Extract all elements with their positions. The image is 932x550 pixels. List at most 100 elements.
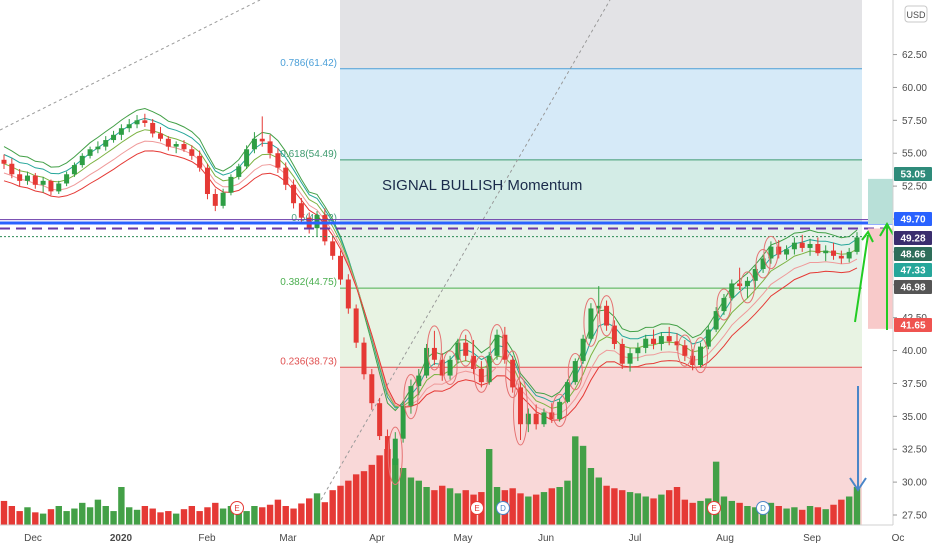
candle-body [95, 146, 101, 150]
price-tick-label: 62.50 [902, 50, 927, 61]
candle-body [791, 242, 797, 250]
candle-body [424, 347, 430, 376]
price-tick-label: 60.00 [902, 83, 927, 94]
volume-bar [0, 500, 8, 525]
volume-bar [485, 449, 493, 525]
volume-bar [86, 507, 94, 525]
volume-bar [126, 507, 133, 525]
price-tick-label: 40.00 [902, 346, 927, 357]
candle-body [807, 243, 813, 248]
candle-body [752, 268, 758, 281]
candle-body [541, 412, 547, 425]
candle-body [150, 122, 156, 134]
time-tick-label: Dec [24, 533, 42, 544]
volume-bar [822, 509, 829, 525]
volume-bar [548, 488, 555, 525]
price-tag-label: 49.28 [900, 234, 925, 245]
time-tick-label: Aug [716, 533, 734, 544]
volume-bar [853, 487, 861, 525]
price-tag-label: 48.66 [900, 250, 925, 261]
candle-body [666, 336, 672, 342]
volume-bar [212, 502, 219, 525]
candle-body [604, 305, 610, 326]
highlight-circle [739, 271, 755, 304]
time-tick-label: Mar [279, 533, 297, 544]
volume-bar [697, 500, 704, 525]
volume-bar [180, 509, 188, 525]
highlight-circle [677, 334, 693, 367]
highlight-circles [387, 235, 779, 485]
price-tag-box [894, 212, 932, 226]
time-tick-label: Feb [198, 533, 216, 544]
volume-bar [665, 490, 673, 525]
volume-bar [298, 503, 305, 525]
trend-line-recovery [317, 0, 611, 506]
volume-bar [71, 508, 78, 525]
candle-body [142, 120, 148, 123]
volume-bar [728, 500, 735, 525]
candle-body [32, 175, 38, 185]
highlight-circle [552, 393, 568, 428]
highlight-circle [716, 288, 732, 321]
candle-body [533, 413, 539, 425]
volume-bar [219, 508, 227, 525]
trend-line-upper [0, 0, 261, 131]
candle-body [572, 361, 578, 383]
candle-body [338, 255, 344, 280]
highlight-circle [763, 235, 779, 270]
candle-body [87, 149, 93, 156]
time-tick-label: Jun [538, 533, 554, 544]
volume-bar [814, 507, 822, 525]
fib-zone [340, 0, 862, 69]
candle-body [212, 194, 218, 206]
candle-body [158, 133, 164, 139]
time-tick-label: May [454, 533, 473, 544]
volume-bar [32, 512, 39, 525]
candle-body [705, 329, 711, 347]
time-tick-label: Jul [629, 533, 642, 544]
candle-body [517, 387, 523, 425]
highlight-circle [505, 350, 521, 399]
candle-body [64, 174, 70, 184]
volume-bar [337, 485, 344, 525]
candle-body [111, 134, 117, 141]
candle-body [486, 355, 492, 383]
volume-bar [681, 499, 689, 525]
volume-bar [603, 485, 610, 525]
candle-body [674, 341, 680, 346]
price-tag-box [894, 247, 932, 261]
candle-body [463, 342, 469, 356]
volume-bar [845, 496, 853, 525]
event-label: E [474, 504, 479, 513]
candle-body [71, 165, 77, 175]
volume-bar [744, 506, 751, 525]
highlight-circle [489, 324, 505, 366]
highlight-circle [442, 350, 458, 385]
candle-body [189, 149, 195, 156]
event-circle [756, 501, 770, 515]
volume-bar [806, 506, 814, 525]
price-tick-label: 27.50 [902, 511, 927, 522]
volume-bar [188, 506, 196, 525]
candle-body [298, 203, 304, 218]
highlight-circle [387, 426, 403, 485]
candle-body [690, 355, 696, 366]
volume-bar [157, 512, 164, 525]
volume-bar [313, 493, 321, 525]
volume-bar [259, 507, 266, 525]
candle-body [251, 138, 257, 150]
volume-bar [423, 487, 430, 525]
candle-body [1, 159, 7, 164]
highlight-circle [473, 355, 489, 393]
price-tag-label: 53.05 [900, 170, 925, 181]
volume-bar [196, 511, 203, 525]
volume-bar [564, 480, 571, 525]
fib-label: 0.5(49.62) [291, 213, 337, 224]
price-tick-label: 55.00 [902, 149, 927, 160]
currency-button[interactable]: USD [904, 5, 928, 23]
candle-body [79, 155, 85, 166]
volume-bar [360, 471, 368, 525]
volume-bar [532, 494, 540, 525]
fib-zone [340, 159, 862, 224]
